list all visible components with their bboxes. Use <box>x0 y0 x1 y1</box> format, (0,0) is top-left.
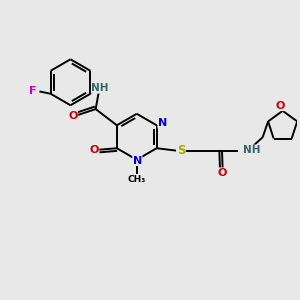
Text: CH₃: CH₃ <box>128 175 146 184</box>
Text: NH: NH <box>243 145 260 155</box>
Text: O: O <box>218 168 227 178</box>
Text: NH: NH <box>91 83 109 93</box>
Text: O: O <box>276 100 285 110</box>
Text: N: N <box>158 118 167 128</box>
Text: N: N <box>133 156 142 166</box>
Text: S: S <box>177 144 185 157</box>
Text: F: F <box>29 86 37 96</box>
Text: O: O <box>89 145 99 155</box>
Text: O: O <box>68 110 77 121</box>
